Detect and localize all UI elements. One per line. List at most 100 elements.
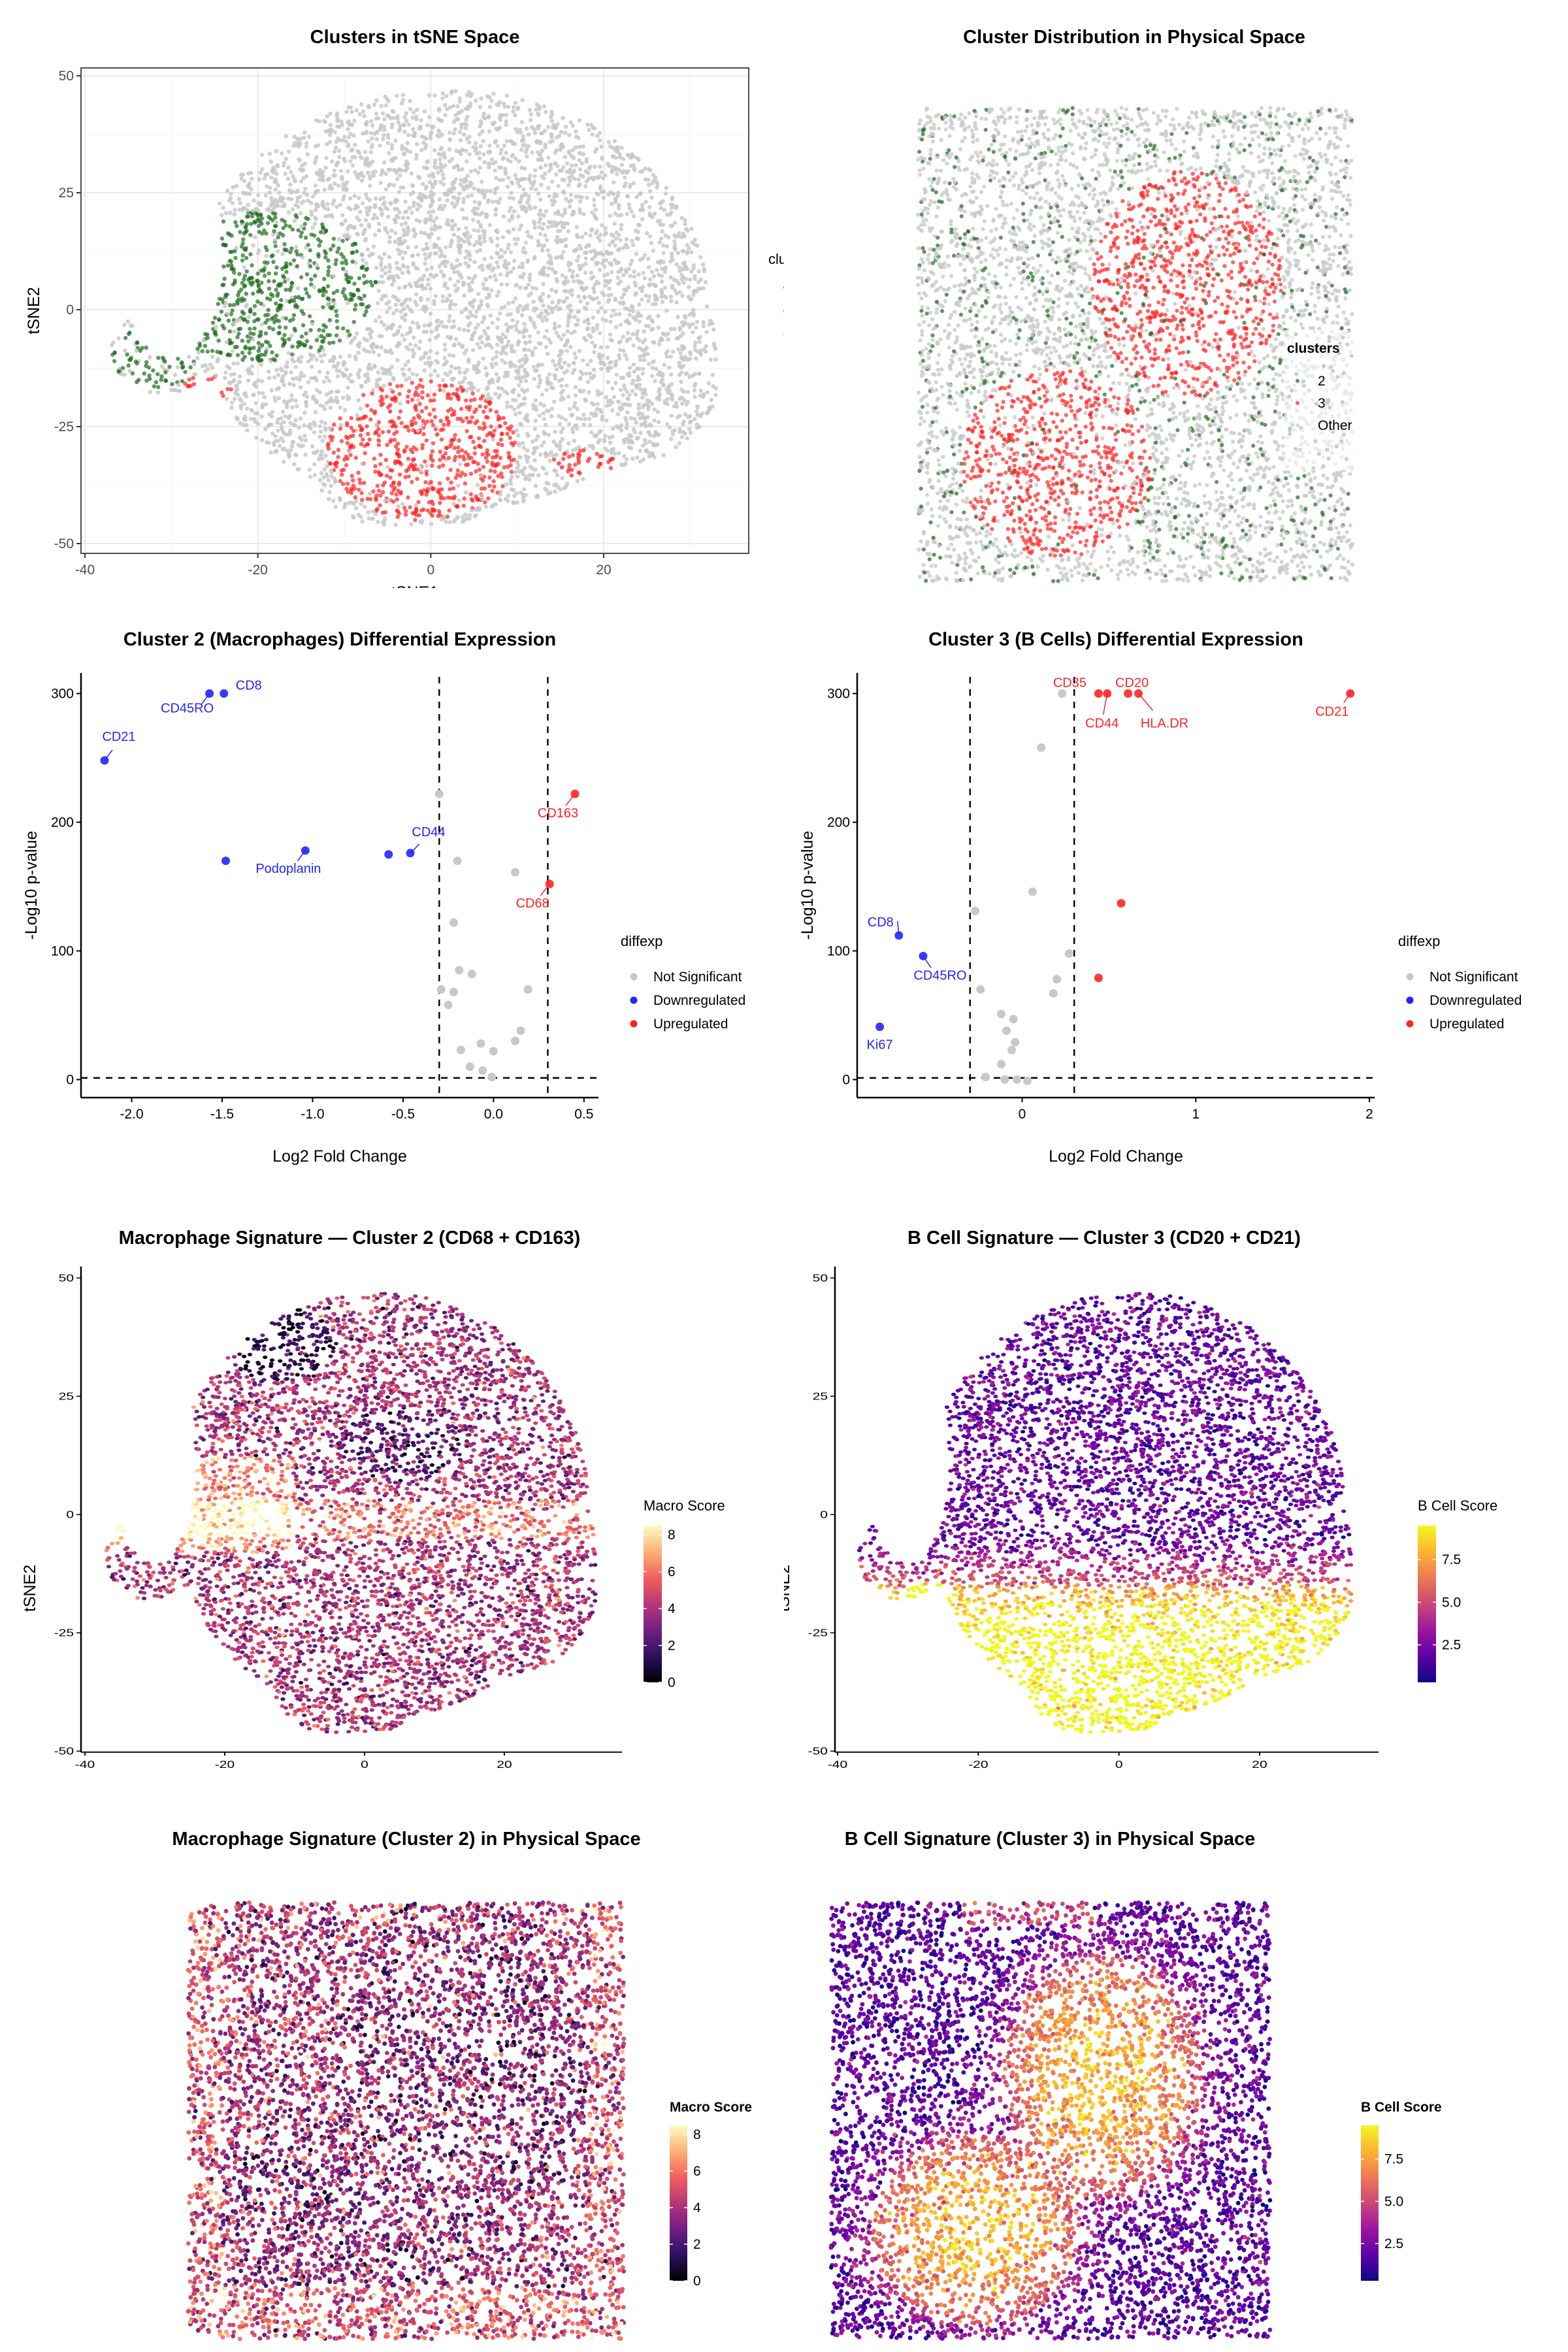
point-cluster-other xyxy=(570,430,576,434)
point-cluster-other xyxy=(428,204,433,209)
point-cluster-other xyxy=(657,240,662,245)
point-cluster-other xyxy=(491,380,495,385)
point-cluster-3 xyxy=(438,427,444,433)
point-cluster-other xyxy=(578,144,582,149)
point-cluster-other xyxy=(376,221,382,227)
point-cluster-other xyxy=(257,177,261,182)
point-cluster-other xyxy=(638,431,643,435)
point-cluster-other xyxy=(340,197,346,202)
point-cluster-other xyxy=(518,286,523,290)
point-cluster-other xyxy=(621,301,625,306)
point-cluster-other xyxy=(589,270,594,275)
point-cluster-other xyxy=(630,332,636,336)
point-cluster-3 xyxy=(408,448,414,452)
point-cluster-other xyxy=(309,201,314,205)
point-cluster-other xyxy=(461,200,466,204)
point-cluster-other xyxy=(575,406,580,412)
point-cluster-other xyxy=(486,165,491,170)
point-cluster-other xyxy=(319,488,324,493)
point-cluster-other xyxy=(445,106,449,112)
point-cluster-3 xyxy=(384,473,389,478)
point-cluster-other xyxy=(543,233,547,238)
tsne-clusters-chart: Clusters in tSNE Space -40 -20 0 20-50-2502… xyxy=(25,27,784,588)
point-cluster-other xyxy=(374,98,379,103)
point-cluster-other xyxy=(277,444,282,448)
point-cluster-other xyxy=(544,471,549,476)
point-cluster-3 xyxy=(410,464,415,468)
point-cluster-3 xyxy=(457,438,461,443)
point-cluster-3 xyxy=(452,446,457,450)
point-cluster-other xyxy=(393,139,398,143)
point-cluster-2 xyxy=(140,346,144,350)
point-cluster-other xyxy=(589,359,593,363)
point-cluster-other xyxy=(397,189,401,195)
point-cluster-3 xyxy=(460,470,465,475)
point-cluster-3 xyxy=(406,474,411,479)
point-cluster-other xyxy=(338,405,342,410)
point-cluster-other xyxy=(477,200,482,205)
point-cluster-other xyxy=(536,473,541,478)
point-cluster-3 xyxy=(500,431,504,436)
point-cluster-other xyxy=(394,332,399,336)
point-cluster-3 xyxy=(410,397,415,402)
point-cluster-other xyxy=(502,389,507,394)
point-cluster-other xyxy=(629,210,634,214)
point-cluster-2 xyxy=(240,338,245,343)
point-cluster-other xyxy=(664,422,670,427)
point-cluster-other xyxy=(433,93,437,98)
point-cluster-other xyxy=(480,180,484,184)
point-cluster-other xyxy=(455,258,459,263)
point-cluster-other xyxy=(244,302,250,307)
point-cluster-other xyxy=(342,159,348,163)
point-cluster-other xyxy=(285,365,289,369)
point-cluster-other xyxy=(453,177,458,182)
point-cluster-other xyxy=(523,150,529,154)
point-cluster-other xyxy=(361,201,365,206)
point-cluster-other xyxy=(468,93,473,99)
point-cluster-3 xyxy=(428,399,433,403)
point-cluster-other xyxy=(324,375,329,380)
point-cluster-other xyxy=(617,356,622,361)
point-cluster-3 xyxy=(388,440,393,444)
point-cluster-other xyxy=(679,434,685,440)
point-cluster-other xyxy=(652,418,657,423)
point-cluster-other xyxy=(570,171,575,176)
point-cluster-other xyxy=(401,122,406,127)
point-cluster-other xyxy=(323,120,327,124)
point-cluster-3 xyxy=(485,459,489,464)
point-cluster-other xyxy=(504,93,509,98)
point-cluster-other xyxy=(329,483,333,489)
point-cluster-3 xyxy=(500,474,504,480)
point-cluster-other xyxy=(228,210,233,216)
point-cluster-other xyxy=(592,289,596,295)
point-cluster-3 xyxy=(395,451,399,456)
point-cluster-other xyxy=(291,174,295,179)
point-cluster-3 xyxy=(482,474,487,479)
point-cluster-other xyxy=(292,135,297,139)
point-cluster-other xyxy=(332,198,336,203)
point-cluster-other xyxy=(276,372,281,378)
point-cluster-other xyxy=(323,453,328,458)
point-cluster-3 xyxy=(421,507,426,512)
point-cluster-other xyxy=(434,251,439,255)
point-cluster-other xyxy=(615,412,621,417)
point-cluster-3 xyxy=(446,476,450,481)
point-cluster-2 xyxy=(243,344,248,349)
point-cluster-other xyxy=(119,372,123,376)
point-cluster-other xyxy=(470,348,476,353)
point-cluster-other xyxy=(234,319,239,324)
point-cluster-other xyxy=(413,231,418,236)
point-cluster-other xyxy=(474,141,478,146)
point-cluster-other xyxy=(253,235,257,240)
point-cluster-other xyxy=(482,286,486,291)
point-cluster-other xyxy=(665,402,670,406)
point-cluster-other xyxy=(657,397,662,402)
point-cluster-other xyxy=(559,430,563,434)
point-cluster-other xyxy=(367,327,372,332)
point-cluster-other xyxy=(476,229,481,233)
point-cluster-other xyxy=(645,402,649,407)
point-cluster-3 xyxy=(210,376,214,382)
point-cluster-other xyxy=(552,468,557,472)
point-cluster-other xyxy=(578,376,583,381)
point-cluster-3 xyxy=(471,460,476,465)
